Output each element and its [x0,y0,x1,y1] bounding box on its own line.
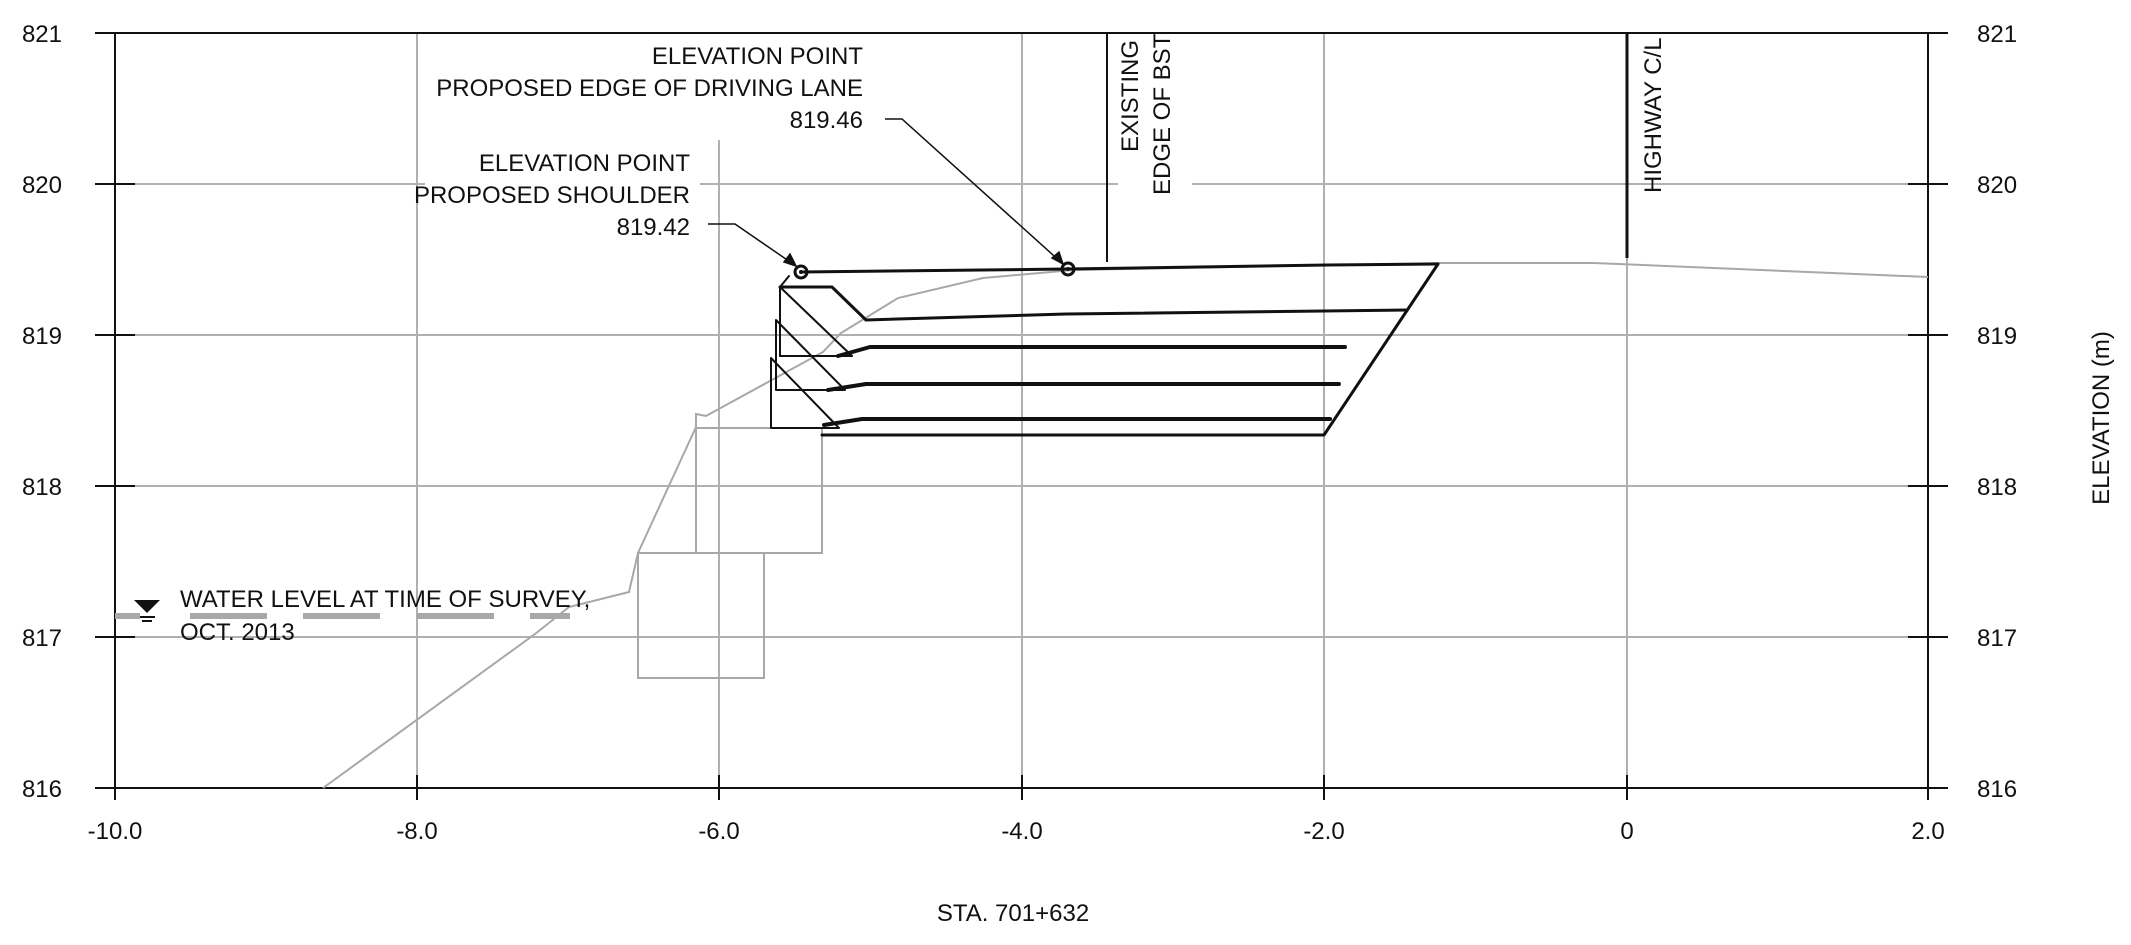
driving-lane-elevation-point-icon [1060,261,1076,277]
existing-bst-label-line2: EDGE OF BST [1149,33,1176,195]
tick-marks [95,32,1948,800]
y-tick-label: 818 [1977,474,2017,501]
callout-driving-lane-value: 819.46 [790,107,863,134]
y-tick-label: 818 [22,474,62,501]
callout-shoulder-subtitle: PROPOSED SHOULDER [414,182,690,209]
y-tick-label: 819 [22,323,62,350]
water-level-triangle-icon [134,600,160,613]
x-tick-label: -8.0 [396,818,437,845]
water-level-date: OCT. 2013 [180,619,295,646]
callout-shoulder: ELEVATION POINT PROPOSED SHOULDER 819.42 [414,150,690,241]
y-axis-labels-left: 821 820 819 818 817 816 [22,21,62,803]
callout-driving-lane-subtitle: PROPOSED EDGE OF DRIVING LANE [436,75,863,102]
shoulder-elevation-point-icon [793,264,809,280]
y-tick-label: 816 [1977,776,2017,803]
leader-lines [708,118,1065,268]
y-tick-label: 821 [22,21,62,48]
callout-shoulder-title: ELEVATION POINT [479,150,690,177]
highway-centerline-label: HIGHWAY C/L [1640,37,1667,193]
water-level-marker: WATER LEVEL AT TIME OF SURVEY, OCT. 2013 [115,586,590,646]
horizontal-gridlines [115,183,1928,638]
x-tick-label: -6.0 [698,818,739,845]
x-tick-label: -2.0 [1303,818,1344,845]
y-tick-label: 816 [22,776,62,803]
x-axis-labels: -10.0 -8.0 -6.0 -4.0 -2.0 0 2.0 [88,818,1945,845]
x-tick-label: 0 [1620,818,1633,845]
y-tick-label: 817 [22,625,62,652]
y-tick-label: 817 [1977,625,2017,652]
callout-driving-lane-title: ELEVATION POINT [652,43,863,70]
callout-driving-lane: ELEVATION POINT PROPOSED EDGE OF DRIVING… [436,43,863,134]
y-axis-labels-right: 821 820 819 818 817 816 [1977,21,2017,803]
callout-shoulder-value: 819.42 [617,214,690,241]
y-tick-label: 819 [1977,323,2017,350]
x-tick-label: -10.0 [88,818,143,845]
y-tick-label: 820 [22,172,62,199]
vertical-gridlines [416,33,1628,788]
existing-bst-label-line1: EXISTING [1117,40,1144,152]
station-label: STA. 701+632 [937,900,1089,927]
proposed-section [770,261,1440,437]
x-tick-label: -4.0 [1001,818,1042,845]
water-level-label: WATER LEVEL AT TIME OF SURVEY, [180,586,590,613]
existing-ground-profile [322,262,1929,789]
y-axis-title: ELEVATION (m) [2088,331,2115,505]
y-tick-label: 821 [1977,21,2017,48]
x-tick-label: 2.0 [1911,818,1944,845]
y-tick-label: 820 [1977,172,2017,199]
